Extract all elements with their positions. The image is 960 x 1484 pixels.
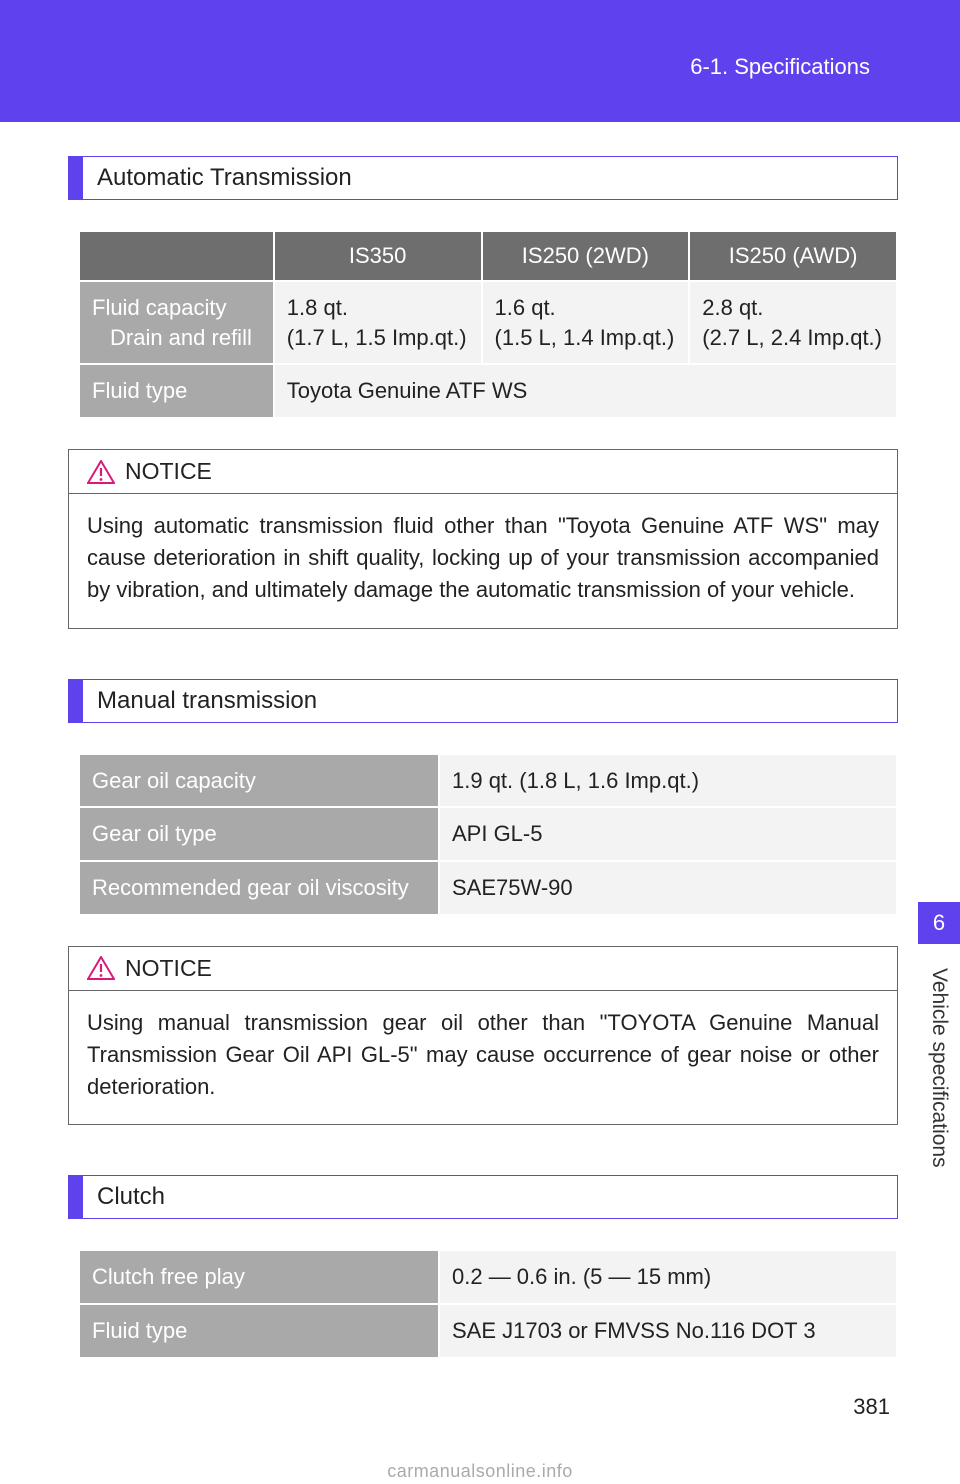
clutch-table: Clutch free play 0.2 — 0.6 in. (5 — 15 m…	[78, 1249, 898, 1358]
section-header-auto-transmission: Automatic Transmission	[68, 156, 898, 200]
table-row: Recommended gear oil viscosity SAE75W-90	[79, 861, 897, 915]
chapter-number-tab: 6	[918, 902, 960, 944]
cell-line: 1.8 qt.	[287, 295, 348, 320]
table-row: Fluid capacity Drain and refill 1.8 qt. …	[79, 281, 897, 364]
table-cell: 0.2 — 0.6 in. (5 — 15 mm)	[439, 1250, 897, 1304]
table-cell: Toyota Genuine ATF WS	[274, 364, 897, 418]
section-header-manual-transmission: Manual transmission	[68, 679, 898, 723]
notice-header: NOTICE	[69, 450, 897, 494]
page-content: Automatic Transmission IS350 IS250 (2WD)…	[68, 156, 898, 1389]
cell-line: 2.8 qt.	[702, 295, 763, 320]
table-cell: API GL-5	[439, 807, 897, 861]
table-row: Fluid type SAE J1703 or FMVSS No.116 DOT…	[79, 1304, 897, 1358]
notice-label: NOTICE	[125, 955, 212, 982]
section-title: Automatic Transmission	[83, 164, 352, 192]
page-number: 381	[853, 1394, 890, 1420]
table-row: Clutch free play 0.2 — 0.6 in. (5 — 15 m…	[79, 1250, 897, 1304]
label-line: Fluid capacity	[92, 295, 227, 320]
notice-label: NOTICE	[125, 458, 212, 485]
table-header: IS250 (2WD)	[482, 231, 690, 281]
table-cell: 1.8 qt. (1.7 L, 1.5 Imp.qt.)	[274, 281, 482, 364]
table-row-label: Fluid capacity Drain and refill	[79, 281, 274, 364]
table-row: Gear oil type API GL-5	[79, 807, 897, 861]
table-header: IS350	[274, 231, 482, 281]
table-row-label: Gear oil capacity	[79, 754, 439, 808]
manual-transmission-table: Gear oil capacity 1.9 qt. (1.8 L, 1.6 Im…	[78, 753, 898, 916]
notice-box: NOTICE Using manual transmission gear oi…	[68, 946, 898, 1126]
section-title: Clutch	[83, 1183, 165, 1211]
cell-line: 1.6 qt.	[495, 295, 556, 320]
cell-line: (1.5 L, 1.4 Imp.qt.)	[495, 325, 675, 350]
notice-body: Using automatic transmission fluid other…	[69, 494, 897, 628]
table-row-label: Clutch free play	[79, 1250, 439, 1304]
chapter-title-vertical: Vehicle specifications	[918, 960, 960, 1240]
section-accent-bar	[69, 680, 83, 722]
notice-body: Using manual transmission gear oil other…	[69, 991, 897, 1125]
warning-icon	[87, 956, 115, 980]
table-cell: SAE75W-90	[439, 861, 897, 915]
warning-icon	[87, 460, 115, 484]
table-cell: SAE J1703 or FMVSS No.116 DOT 3	[439, 1304, 897, 1358]
section-accent-bar	[69, 157, 83, 199]
section-title: Manual transmission	[83, 687, 317, 715]
breadcrumb: 6-1. Specifications	[690, 54, 870, 80]
section-accent-bar	[69, 1176, 83, 1218]
table-cell: 1.9 qt. (1.8 L, 1.6 Imp.qt.)	[439, 754, 897, 808]
cell-line: (2.7 L, 2.4 Imp.qt.)	[702, 325, 882, 350]
table-row: Fluid type Toyota Genuine ATF WS	[79, 364, 897, 418]
table-cell: 2.8 qt. (2.7 L, 2.4 Imp.qt.)	[689, 281, 897, 364]
auto-transmission-table: IS350 IS250 (2WD) IS250 (AWD) Fluid capa…	[78, 230, 898, 419]
table-row-label: Fluid type	[79, 1304, 439, 1358]
watermark: carmanualsonline.info	[0, 1461, 960, 1482]
section-header-clutch: Clutch	[68, 1175, 898, 1219]
table-row-label: Recommended gear oil viscosity	[79, 861, 439, 915]
table-row: Gear oil capacity 1.9 qt. (1.8 L, 1.6 Im…	[79, 754, 897, 808]
label-line: Drain and refill	[92, 323, 261, 353]
table-header: IS250 (AWD)	[689, 231, 897, 281]
notice-header: NOTICE	[69, 947, 897, 991]
cell-line: (1.7 L, 1.5 Imp.qt.)	[287, 325, 467, 350]
notice-box: NOTICE Using automatic transmission flui…	[68, 449, 898, 629]
table-header-row: IS350 IS250 (2WD) IS250 (AWD)	[79, 231, 897, 281]
table-row-label: Fluid type	[79, 364, 274, 418]
table-cell: 1.6 qt. (1.5 L, 1.4 Imp.qt.)	[482, 281, 690, 364]
table-row-label: Gear oil type	[79, 807, 439, 861]
table-header-empty	[79, 231, 274, 281]
